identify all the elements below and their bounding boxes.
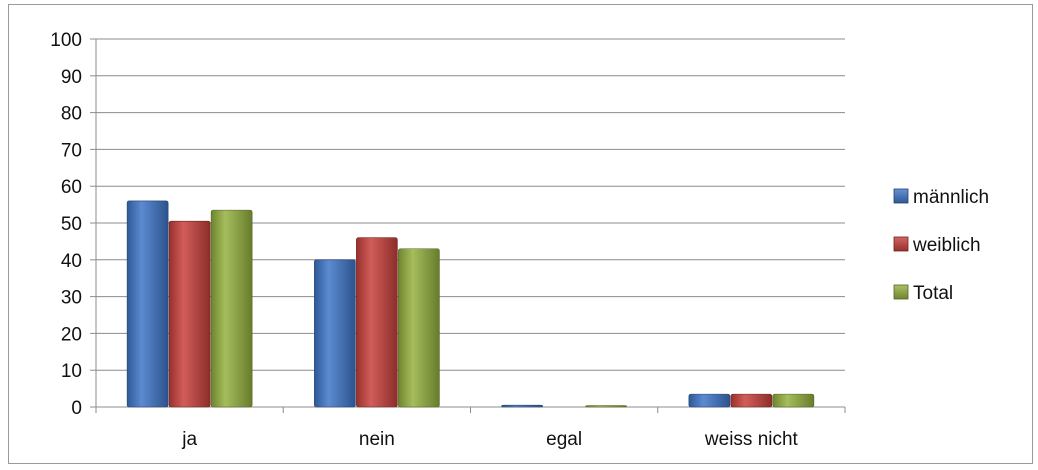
x-tick-label: nein [359, 429, 395, 450]
bar-männlich-ja [126, 200, 169, 408]
bar-total-egal [585, 405, 627, 408]
y-tick-label: 80 [61, 104, 82, 125]
bars [126, 200, 815, 408]
x-tick-label: ja [181, 429, 197, 450]
bar-total-ja [210, 209, 253, 408]
x-tick-label: egal [546, 429, 582, 450]
y-tick-label: 90 [61, 67, 82, 88]
bar-weiblich-ja [168, 220, 211, 408]
legend-label: weiblich [912, 235, 981, 256]
bar-männlich-nein [314, 259, 356, 408]
legend-swatch [893, 236, 909, 252]
bar-chart: 0 10 20 30 40 50 60 70 80 90 100 ja nein egal weiss n… [50, 30, 989, 450]
y-tick-label: 50 [61, 214, 82, 235]
y-tick-label: 20 [61, 324, 82, 345]
y-tick-label: 60 [61, 177, 82, 198]
legend-label: Total [913, 283, 953, 304]
y-tick-label: 0 [71, 398, 82, 419]
legend-swatch [893, 284, 909, 300]
legend-label: männlich [913, 187, 989, 208]
bar-total-nein [398, 248, 440, 408]
legend-swatch [893, 188, 909, 204]
x-tick-label: weiss nicht [704, 429, 799, 450]
y-tick-label: 70 [61, 140, 82, 161]
bar-männlich-egal [501, 404, 543, 408]
y-tick-label: 40 [61, 251, 82, 272]
bar-weiblich-weiss-nicht [730, 393, 773, 408]
legend: männlich weiblich Total [893, 187, 989, 304]
y-tick-label: 10 [61, 361, 82, 382]
x-tick-labels: ja nein egal weiss nicht [181, 429, 798, 450]
bar-total-weiss-nicht [772, 393, 815, 408]
y-tick-label: 100 [50, 30, 82, 51]
y-tick-label: 30 [61, 288, 82, 309]
chart-frame: 0 10 20 30 40 50 60 70 80 90 100 ja nein egal weiss n… [8, 4, 1033, 464]
y-tick-labels: 0 10 20 30 40 50 60 70 80 90 100 [50, 30, 82, 419]
bar-männlich-weiss-nicht [688, 393, 731, 408]
bar-weiblich-nein [356, 237, 398, 408]
